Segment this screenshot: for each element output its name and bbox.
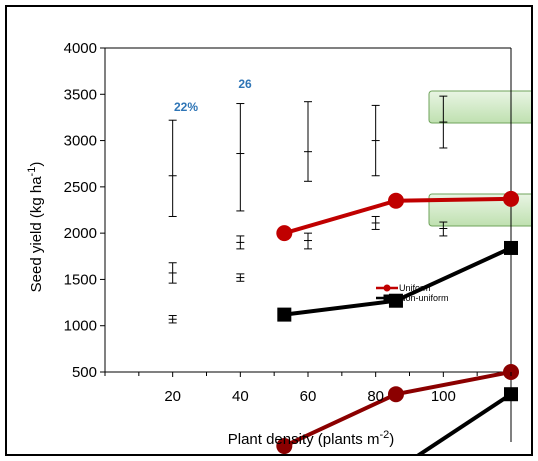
uniform-series-point [503,190,519,207]
y-axis-label: Seed yield (kg ha-1) [26,162,45,293]
callout-boxes [428,90,531,227]
legend-uniform-marker [383,284,391,292]
overflow-series-1-point [276,438,293,454]
non-uniform-series-point [277,307,292,322]
legend-nonuniform-label: Non-uniform [399,293,449,303]
y-tick-labels: 500 1000 1500 2000 2500 3000 3500 4000 [64,40,105,381]
overflow-series-1-point [387,386,404,403]
y-tick-label: 2000 [64,225,97,242]
x-axis-label: Plant density (plants m-2) [228,429,395,448]
y-tick-label: 1000 [64,318,97,335]
y-tick-label: 500 [72,364,97,381]
error-bar [304,101,312,182]
x-tick-label: 60 [300,388,317,405]
error-bar [439,221,448,237]
error-bar [371,215,380,230]
percent-annotation: 26 [238,77,252,91]
percent-annotation: 22% [174,100,198,114]
uniform-series-point [387,192,404,209]
uniform-series-point [276,225,293,242]
overflow-series-2-line [416,392,513,454]
error-bar [304,232,312,250]
x-tick-label: 40 [232,388,249,405]
legend-uniform-label: Uniform [399,283,431,293]
error-bar [168,119,177,217]
error-bar [236,235,245,250]
y-tick-label: 1500 [64,271,97,288]
chart-frame: 500 1000 1500 2000 2500 3000 3500 4000 20 40 60 80… [5,5,533,456]
callout-box-1 [428,90,531,124]
error-bars [168,95,448,324]
legend: Uniform Non-uniform [376,283,449,303]
x-tick-label: 100 [431,388,456,405]
y-tick-label: 3000 [64,133,97,150]
x-tick-labels: 20 40 60 80 100 [104,372,512,405]
error-bar [168,262,177,284]
y-tick-label: 3500 [64,86,97,103]
y-tick-label: 4000 [64,40,97,57]
overflow-series-2-point [504,387,518,402]
error-bar [439,95,448,149]
error-bar [236,103,245,212]
x-tick-label: 20 [164,388,181,405]
series-lines [276,190,519,454]
x-tick-label: 80 [367,388,384,405]
error-bar [236,273,245,282]
legend-nonuniform-marker [383,294,391,302]
y-tick-label: 2500 [64,179,97,196]
error-bar [168,315,177,324]
seed-yield-chart: 500 1000 1500 2000 2500 3000 3500 4000 20 40 60 80… [26,40,531,454]
error-bar [371,104,380,177]
annotations: 22% 26 [174,77,252,114]
non-uniform-series-point [504,240,518,255]
